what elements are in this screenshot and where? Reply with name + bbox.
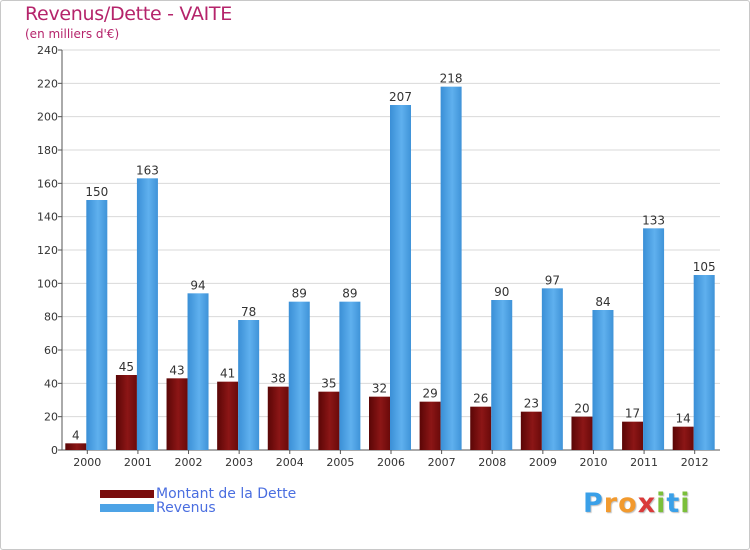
- y-tick-label: 160: [37, 177, 58, 190]
- logo-letter: r: [603, 488, 619, 519]
- bar-revenue-2008: [491, 300, 513, 450]
- x-tick-label-2002: 2002: [175, 456, 203, 469]
- x-tick-label-2005: 2005: [326, 456, 354, 469]
- legend-item-revenue: Revenus: [100, 501, 216, 515]
- label-debt-2009: 23: [524, 397, 539, 411]
- bar-revenue-2002: [187, 293, 209, 450]
- label-revenue-2011: 133: [642, 213, 665, 227]
- label-debt-2010: 20: [574, 402, 589, 416]
- bar-revenue-2010: [592, 310, 614, 450]
- y-tick-label: 140: [37, 211, 58, 224]
- x-tick-label-2009: 2009: [529, 456, 557, 469]
- bar-revenue-2006: [390, 105, 411, 450]
- y-tick-label: 60: [44, 344, 58, 357]
- bar-revenue-2011: [643, 228, 665, 450]
- bar-debt-2001: [115, 375, 137, 450]
- logo-letter: x: [637, 488, 657, 519]
- bar-revenue-2007: [440, 86, 462, 451]
- legend-item-debt: Montant de la Dette: [100, 487, 296, 501]
- label-debt-2008: 26: [473, 392, 488, 406]
- bar-debt-2003: [217, 381, 239, 450]
- bar-debt-2006: [369, 396, 390, 450]
- bar-debt-2000: [65, 443, 87, 450]
- label-debt-2002: 43: [169, 363, 184, 377]
- label-revenue-2000: 150: [85, 185, 108, 199]
- logo-letter: P: [583, 488, 604, 519]
- y-tick-label: 40: [44, 377, 58, 390]
- label-debt-2007: 29: [422, 387, 437, 401]
- x-tick-label-2001: 2001: [124, 456, 152, 469]
- label-revenue-2007: 218: [440, 72, 463, 86]
- label-debt-2005: 35: [321, 377, 336, 391]
- label-debt-2006: 32: [372, 382, 387, 396]
- label-revenue-2005: 89: [342, 287, 357, 301]
- y-tick-label: 240: [37, 44, 58, 57]
- x-tick-label-2012: 2012: [681, 456, 709, 469]
- x-tick-label-2003: 2003: [225, 456, 253, 469]
- x-tick-label-2011: 2011: [630, 456, 658, 469]
- label-revenue-2012: 105: [693, 260, 716, 274]
- label-debt-2012: 14: [676, 412, 691, 426]
- chart-title: Revenus/Dette - VAITE: [25, 3, 232, 25]
- y-tick-label: 80: [44, 311, 58, 324]
- bar-revenue-2004: [288, 301, 310, 450]
- x-tick-label-2007: 2007: [428, 456, 456, 469]
- bar-revenue-2001: [136, 178, 158, 451]
- label-revenue-2006: 207: [389, 90, 412, 104]
- label-debt-2003: 41: [220, 367, 235, 381]
- bar-debt-2009: [520, 411, 542, 450]
- bar-revenue-2009: [541, 288, 563, 450]
- logo-letter: i: [680, 488, 691, 519]
- y-tick-label: 20: [44, 411, 58, 424]
- label-revenue-2003: 78: [241, 305, 256, 319]
- x-tick-label-2010: 2010: [579, 456, 607, 469]
- bar-debt-2002: [166, 378, 188, 450]
- bar-revenue-2000: [86, 200, 108, 450]
- bar-revenue-2003: [238, 320, 260, 450]
- bar-debt-2004: [267, 386, 289, 450]
- legend-swatch-debt: [100, 490, 154, 498]
- label-debt-2001: 45: [119, 360, 134, 374]
- x-tick-label-2006: 2006: [377, 456, 405, 469]
- y-tick-label: 0: [51, 444, 58, 457]
- y-tick-label: 180: [37, 144, 58, 157]
- bar-revenue-2012: [693, 275, 715, 450]
- chart-subtitle: (en milliers d'€): [25, 27, 120, 41]
- label-debt-2004: 38: [271, 372, 286, 386]
- y-tick-label: 100: [37, 277, 58, 290]
- bar-debt-2008: [470, 406, 492, 450]
- logo-letter: o: [618, 488, 638, 519]
- label-revenue-2004: 89: [292, 287, 307, 301]
- bar-debt-2007: [419, 401, 441, 450]
- label-debt-2011: 17: [625, 407, 640, 421]
- x-tick-label-2008: 2008: [478, 456, 506, 469]
- label-revenue-2009: 97: [545, 273, 560, 287]
- legend-label-debt: Montant de la Dette: [156, 486, 297, 502]
- bar-debt-2010: [571, 416, 593, 450]
- bar-revenue-2005: [339, 301, 361, 450]
- legend-label-revenue: Revenus: [156, 500, 216, 516]
- proxiti-logo: Proxiti: [583, 488, 691, 519]
- bar-debt-2005: [318, 391, 340, 450]
- bar-debt-2011: [622, 421, 644, 450]
- y-tick-label: 200: [37, 111, 58, 124]
- logo-letter: i: [656, 488, 667, 519]
- bar-debt-2012: [672, 426, 694, 450]
- label-revenue-2001: 163: [136, 163, 159, 177]
- legend-swatch-revenue: [100, 504, 154, 512]
- y-tick-label: 220: [37, 77, 58, 90]
- y-tick-label: 120: [37, 244, 58, 257]
- label-revenue-2010: 84: [595, 295, 610, 309]
- logo-letter: t: [666, 488, 681, 519]
- label-debt-2000: 4: [72, 428, 80, 442]
- x-tick-label-2004: 2004: [276, 456, 304, 469]
- x-tick-label-2000: 2000: [73, 456, 101, 469]
- label-revenue-2002: 94: [190, 278, 205, 292]
- label-revenue-2008: 90: [494, 285, 509, 299]
